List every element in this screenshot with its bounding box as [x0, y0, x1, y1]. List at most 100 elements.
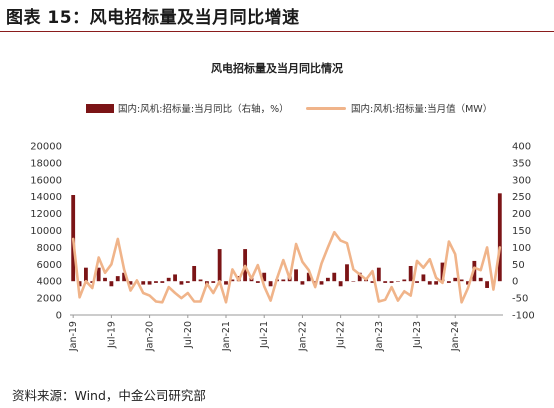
y-right-tick-label: 200	[512, 209, 531, 220]
y-right-tick-label: 250	[512, 192, 531, 203]
bar-mark	[459, 279, 464, 282]
x-tick-label: Jul-20	[183, 321, 194, 349]
y-left-tick-label: 14000	[30, 192, 62, 203]
y-right-tick-label: 50	[512, 260, 525, 271]
bar-mark	[446, 281, 451, 283]
bar-mark	[402, 279, 407, 282]
bar-mark	[77, 281, 82, 287]
bar-mark	[389, 281, 394, 283]
bar-mark	[268, 281, 273, 287]
bar-mark	[332, 272, 337, 282]
bar-mark	[154, 281, 158, 283]
bar-mark	[396, 281, 400, 282]
x-tick-label: Jan-24	[450, 321, 461, 352]
bar-mark	[478, 277, 483, 282]
bar-mark	[415, 281, 419, 283]
bar-mark	[434, 281, 439, 285]
bar-mark	[383, 281, 388, 283]
bar-mark	[357, 272, 362, 282]
source-note: 资料来源：Wind，中金公司研究部	[12, 388, 206, 403]
legend-item-monthly: 国内:风机:招标量:当月值（MW）	[306, 101, 492, 115]
bar-mark	[103, 277, 107, 282]
x-tick-label: Jan-23	[374, 321, 385, 352]
bar-mark	[300, 281, 305, 285]
legend-label-monthly: 国内:风机:招标量:当月值（MW）	[351, 104, 493, 115]
y-left-tick-label: 6000	[37, 260, 62, 271]
bar-mark	[173, 274, 177, 282]
x-tick-label: Jan-21	[221, 321, 232, 352]
bar-mark	[345, 264, 349, 282]
figure-heading: 图表 15：风电招标量及当月同比增速	[6, 8, 300, 28]
x-tick-label: Jan-20	[145, 321, 156, 352]
y-left-tick-label: 0	[56, 311, 62, 322]
bar-mark	[376, 267, 381, 282]
chart-title: 风电招标量及当月同比情况	[211, 62, 343, 75]
bar-mark	[122, 272, 127, 282]
y-left-tick-label: 2000	[37, 294, 62, 305]
bar-mark	[294, 269, 298, 282]
bar-mark	[427, 281, 432, 285]
y-left-tick-label: 16000	[30, 175, 62, 186]
bar-mark	[370, 281, 375, 283]
bar-mark	[84, 267, 88, 282]
chart-axes: 0200040006000800010000120001400016000180…	[30, 142, 535, 353]
bar-mark	[211, 281, 216, 283]
bar-mark	[109, 281, 114, 287]
y-right-tick-label: 150	[512, 226, 531, 237]
y-right-tick-label: -100	[512, 311, 535, 322]
bar-mark	[255, 281, 260, 283]
bar-mark	[421, 274, 426, 282]
x-tick-label: Jan-22	[297, 321, 308, 352]
y-left-tick-label: 8000	[37, 243, 62, 254]
y-left-tick-label: 10000	[30, 226, 62, 237]
bar-mark	[230, 279, 235, 282]
bar-mark	[115, 276, 120, 282]
bar-mark	[185, 281, 190, 283]
bar-mark	[179, 281, 184, 285]
x-tick-label: Jul-21	[259, 321, 270, 349]
y-left-tick-label: 12000	[30, 209, 62, 220]
line-series	[71, 230, 502, 304]
bar-mark	[281, 279, 286, 282]
bar-mark	[160, 281, 165, 283]
bar-mark	[224, 281, 228, 285]
bar-mark	[262, 272, 267, 282]
bar-mark	[192, 265, 197, 282]
x-tick-label: Jan-19	[68, 321, 79, 352]
bar-mark	[128, 281, 133, 285]
y-right-tick-label: 400	[512, 142, 531, 153]
y-left-tick-label: 20000	[30, 142, 62, 153]
heading-divider	[0, 31, 554, 32]
x-tick-label: Jul-22	[336, 321, 347, 349]
bar-mark	[325, 277, 330, 282]
bar-series	[71, 193, 502, 288]
y-right-tick-label: 0	[512, 277, 518, 288]
y-left-tick-label: 18000	[30, 158, 62, 169]
bar-mark	[351, 281, 356, 282]
bar-mark	[466, 281, 470, 285]
y-right-tick-label: 350	[512, 158, 531, 169]
bar-mark	[166, 277, 171, 282]
legend-swatch-line	[306, 106, 346, 110]
bar-mark	[96, 267, 101, 282]
bar-mark	[319, 281, 324, 285]
y-left-tick-label: 4000	[37, 277, 62, 288]
legend-swatch-bar	[86, 103, 114, 113]
legend-item-yoy: 国内:风机:招标量:当月同比（右轴，%）	[86, 101, 289, 115]
bar-mark	[440, 262, 445, 282]
bar-mark	[198, 279, 203, 282]
bar-mark	[408, 265, 413, 282]
x-tick-label: Jul-19	[106, 321, 117, 349]
bar-mark	[147, 281, 152, 285]
bar-mark	[306, 272, 311, 282]
bar-mark	[485, 281, 489, 288]
y-right-tick-label: 300	[512, 175, 531, 186]
bar-mark	[453, 277, 458, 282]
bar-mark	[338, 281, 343, 287]
bar-mark	[497, 193, 502, 282]
bar-mark	[217, 249, 222, 282]
legend-label-yoy: 国内:风机:招标量:当月同比（右轴，%）	[118, 104, 289, 115]
y-right-tick-label: -50	[512, 294, 528, 305]
bar-mark	[141, 281, 146, 285]
